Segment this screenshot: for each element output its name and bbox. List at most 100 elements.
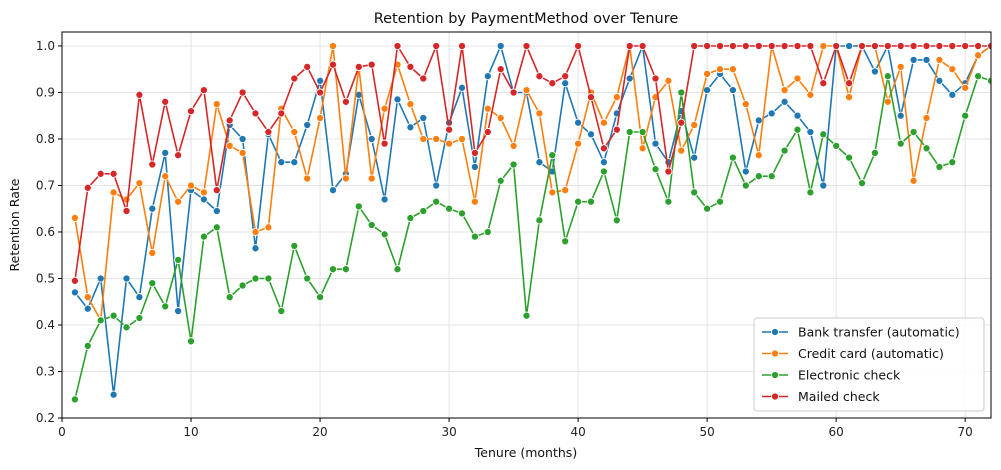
data-point-credit-card-automatic <box>83 293 92 302</box>
data-point-credit-card-automatic <box>186 181 196 190</box>
data-point-credit-card-automatic <box>341 174 350 183</box>
data-point-credit-card-automatic <box>225 141 234 150</box>
data-point-credit-card-automatic <box>819 41 828 51</box>
data-point-electronic-check <box>303 274 312 283</box>
data-point-electronic-check <box>535 216 544 225</box>
legend-swatch-marker <box>770 349 780 358</box>
data-point-mailed-check <box>186 107 196 116</box>
data-point-mailed-check <box>367 60 376 69</box>
data-point-credit-card-automatic <box>677 146 686 155</box>
data-point-electronic-check <box>445 204 454 213</box>
data-point-electronic-check <box>380 230 389 239</box>
data-point-credit-card-automatic <box>496 113 505 123</box>
data-point-mailed-check <box>96 169 105 178</box>
data-point-credit-card-automatic <box>974 51 983 60</box>
data-point-mailed-check <box>806 41 815 51</box>
plot-frame <box>61 31 992 419</box>
data-point-credit-card-automatic <box>522 86 531 95</box>
data-point-electronic-check <box>148 279 157 288</box>
data-point-electronic-check <box>367 220 376 230</box>
data-point-mailed-check <box>561 72 570 81</box>
data-point-credit-card-automatic <box>793 74 802 83</box>
y-tick-label: 0.7 <box>36 178 55 192</box>
x-tick-label: 60 <box>829 425 844 439</box>
data-point-electronic-check <box>909 127 918 137</box>
data-point-mailed-check <box>974 41 983 51</box>
data-point-electronic-check <box>561 237 570 246</box>
data-point-credit-card-automatic <box>445 139 454 148</box>
data-point-mailed-check <box>341 97 350 106</box>
data-point-bank-transfer-automatic <box>896 111 905 120</box>
data-point-bank-transfer-automatic <box>535 158 544 167</box>
data-point-bank-transfer-automatic <box>806 127 815 137</box>
data-point-credit-card-automatic <box>561 186 570 195</box>
data-point-mailed-check <box>199 86 208 95</box>
data-point-electronic-check <box>264 274 273 283</box>
data-point-credit-card-automatic <box>754 151 763 160</box>
data-point-electronic-check <box>728 153 737 162</box>
data-point-electronic-check <box>161 302 170 311</box>
data-point-electronic-check <box>70 395 79 404</box>
data-point-credit-card-automatic <box>574 139 583 148</box>
data-point-electronic-check <box>496 176 505 185</box>
data-point-bank-transfer-automatic <box>393 95 402 104</box>
data-point-electronic-check <box>780 146 789 155</box>
data-point-mailed-check <box>419 74 428 83</box>
data-point-electronic-check <box>754 172 763 181</box>
data-point-bank-transfer-automatic <box>367 134 376 144</box>
y-tick-label: 0.9 <box>36 85 55 99</box>
data-point-electronic-check <box>135 313 144 323</box>
data-point-mailed-check <box>251 109 260 118</box>
data-point-bank-transfer-automatic <box>922 55 931 64</box>
data-point-credit-card-automatic <box>548 188 557 197</box>
data-point-electronic-check <box>741 181 750 190</box>
data-point-bank-transfer-automatic <box>432 181 441 190</box>
data-point-mailed-check <box>225 116 234 125</box>
legend-label: Credit card (automatic) <box>798 346 944 361</box>
data-point-mailed-check <box>432 41 441 51</box>
legend-swatch-marker <box>770 370 780 380</box>
data-point-bank-transfer-automatic <box>316 76 325 85</box>
data-point-electronic-check <box>664 197 673 206</box>
data-point-bank-transfer-automatic <box>328 186 338 195</box>
data-point-credit-card-automatic <box>328 41 338 51</box>
data-point-credit-card-automatic <box>806 90 815 99</box>
data-point-mailed-check <box>780 41 789 51</box>
data-point-credit-card-automatic <box>948 65 957 74</box>
data-point-credit-card-automatic <box>638 144 647 153</box>
data-point-bank-transfer-automatic <box>909 55 918 64</box>
data-point-electronic-check <box>793 125 802 134</box>
chart-title: Retention by PaymentMethod over Tenure <box>374 11 679 27</box>
data-point-electronic-check <box>883 72 892 81</box>
data-point-electronic-check <box>251 274 260 283</box>
legend-label: Mailed check <box>798 389 880 404</box>
y-tick-label: 0.5 <box>36 271 55 285</box>
series-electronic-check <box>70 72 991 404</box>
data-point-electronic-check <box>612 216 621 225</box>
data-point-electronic-check <box>277 306 286 316</box>
data-point-mailed-check <box>948 41 957 51</box>
y-axis: 0.2 0.3 0.4 0.5 0.6 0.7 0.8 0.9 1.0 <box>36 39 62 425</box>
data-point-credit-card-automatic <box>599 118 608 127</box>
data-point-bank-transfer-automatic <box>690 153 699 162</box>
data-point-mailed-check <box>522 41 531 51</box>
data-point-mailed-check <box>922 41 931 51</box>
data-point-electronic-check <box>83 341 92 350</box>
data-point-mailed-check <box>548 79 557 88</box>
data-point-electronic-check <box>961 111 970 120</box>
series-mailed-check <box>70 41 991 285</box>
data-point-mailed-check <box>122 206 131 216</box>
data-point-credit-card-automatic <box>174 197 183 206</box>
data-point-bank-transfer-automatic <box>845 41 854 51</box>
data-point-credit-card-automatic <box>780 86 789 95</box>
data-point-credit-card-automatic <box>483 104 492 113</box>
data-point-mailed-check <box>380 139 389 148</box>
data-point-bank-transfer-automatic <box>496 41 505 51</box>
data-point-credit-card-automatic <box>290 127 299 137</box>
data-point-mailed-check <box>393 41 402 51</box>
data-point-credit-card-automatic <box>612 93 621 102</box>
y-tick-label: 1.0 <box>36 39 55 53</box>
data-point-electronic-check <box>316 293 325 302</box>
x-tick-label: 30 <box>441 425 456 439</box>
data-point-mailed-check <box>677 118 686 127</box>
